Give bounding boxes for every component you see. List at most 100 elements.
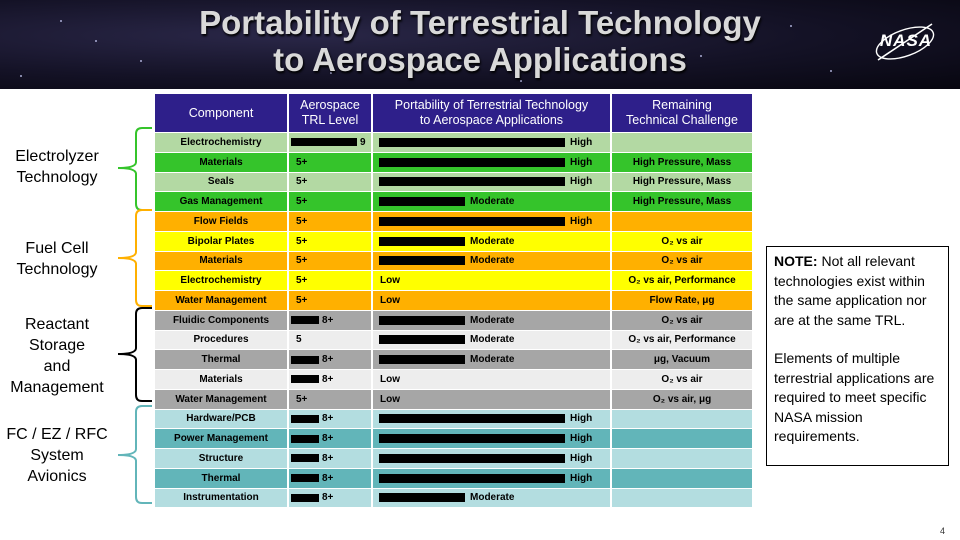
portability-value: Moderate: [470, 196, 515, 208]
portability-cell: Moderate: [373, 231, 612, 251]
portability-value: High: [570, 472, 593, 484]
title-banner: Portability of Terrestrial Technology to…: [0, 0, 960, 89]
portability-cell: Moderate: [373, 310, 612, 330]
group-label: Reactant Storage and Management: [10, 316, 104, 396]
table-row: Structure 8+ High: [155, 448, 752, 468]
portability-table: Component Aerospace TRL Level Portability…: [155, 94, 752, 508]
portability-bar: [379, 335, 465, 345]
portability-bar: [379, 157, 565, 167]
component-cell: Water Management: [155, 291, 289, 310]
trl-cell: 8+: [289, 468, 373, 488]
table-row: Seals 5+ High High Pressure, Mass: [155, 171, 752, 192]
portability-value: Moderate: [470, 235, 515, 247]
group-bracket: [117, 307, 152, 402]
trl-cell: 8+: [289, 310, 373, 330]
trl-cell: 8+: [289, 409, 373, 429]
portability-value: High: [570, 136, 593, 148]
table-row: Materials 8+ Low O₂ vs air: [155, 369, 752, 389]
trl-bar: [291, 355, 319, 364]
trl-bar: [291, 414, 319, 423]
portability-value: High: [570, 452, 593, 464]
challenge-cell: [612, 489, 752, 508]
portability-value: Moderate: [470, 255, 515, 267]
title-line-1: Portability of Terrestrial Technology: [199, 4, 761, 41]
portability-bar: [379, 177, 565, 187]
table-row: Power Management 8+ High: [155, 428, 752, 448]
trl-value: 5: [296, 334, 302, 346]
component-cell: Materials: [155, 251, 289, 271]
component-cell: Fluidic Components: [155, 310, 289, 330]
component-cell: Procedures: [155, 330, 289, 350]
trl-value: 8+: [322, 472, 334, 484]
component-cell: Electrochemistry: [155, 133, 289, 152]
nasa-logo-icon: [875, 23, 935, 61]
table-body: Electrochemistry 9 High Materials 5+ High High…: [155, 132, 752, 508]
table-row: Thermal 8+ High: [155, 467, 752, 488]
trl-value: 9: [360, 136, 366, 148]
trl-cell: 5+: [289, 291, 373, 310]
trl-cell: 5+: [289, 172, 373, 192]
challenge-cell: High Pressure, Mass: [632, 196, 732, 208]
component-cell: Power Management: [155, 429, 289, 448]
trl-value: 8+: [322, 452, 334, 464]
group-label: Fuel Cell Technology: [16, 240, 98, 278]
nasa-logo-text: NASA: [879, 31, 933, 50]
header-trl: Aerospace TRL Level: [289, 94, 373, 132]
trl-value: 5+: [296, 156, 308, 168]
portability-cell: Low: [373, 389, 612, 409]
component-cell: Thermal: [155, 468, 289, 488]
portability-bar: [379, 315, 465, 325]
portability-cell: Low: [373, 271, 612, 290]
table-row: Materials 5+ Moderate O₂ vs air: [155, 250, 752, 271]
portability-bar: [379, 473, 565, 483]
trl-cell: 5+: [289, 231, 373, 251]
trl-cell: 9: [289, 133, 373, 152]
trl-bar: [291, 316, 319, 325]
portability-value: Low: [380, 275, 400, 287]
group-bracket: [117, 405, 152, 504]
trl-value: 5+: [296, 176, 308, 188]
portability-cell: Moderate: [373, 192, 612, 211]
component-cell: Hardware/PCB: [155, 409, 289, 429]
table-row: Instrumentation 8+ Moderate: [155, 487, 752, 508]
portability-value: Moderate: [470, 314, 515, 326]
portability-cell: Moderate: [373, 330, 612, 350]
portability-bar: [379, 197, 465, 207]
note-paragraph-2: Elements of multiple terrestrial applica…: [774, 350, 935, 444]
trl-bar: [291, 454, 319, 463]
trl-cell: 5+: [289, 212, 373, 231]
challenge-cell: O₂ vs air: [661, 235, 703, 247]
table-row: Materials 5+ High High Pressure, Mass: [155, 151, 752, 172]
trl-cell: 5+: [289, 152, 373, 172]
challenge-cell: [612, 212, 752, 231]
portability-cell: High: [373, 429, 612, 448]
challenge-cell: [612, 133, 752, 152]
portability-value: Moderate: [470, 492, 515, 504]
component-cell: Instrumentation: [155, 488, 289, 508]
component-cell: Thermal: [155, 350, 289, 369]
portability-cell: Moderate: [373, 350, 612, 369]
page-number: 4: [940, 526, 946, 536]
table-row: Flow Fields 5+ High: [155, 211, 752, 231]
group-label: Electrolyzer Technology: [15, 148, 99, 186]
portability-value: Low: [380, 294, 400, 306]
group-label: FC / EZ / RFC System Avionics: [6, 426, 108, 485]
component-cell: Seals: [155, 172, 289, 192]
portability-value: Moderate: [470, 334, 515, 346]
trl-cell: 8+: [289, 429, 373, 448]
trl-value: 8+: [322, 413, 334, 425]
trl-bar: [291, 434, 319, 443]
trl-cell: 8+: [289, 488, 373, 508]
trl-cell: 5+: [289, 389, 373, 409]
trl-value: 8+: [322, 492, 334, 504]
trl-value: 5+: [296, 196, 308, 208]
table-row: Thermal 8+ Moderate μg, Vacuum: [155, 349, 752, 369]
header-component: Component: [155, 94, 289, 132]
table-row: Procedures 5 Moderate O₂ vs air, Performanc…: [155, 329, 752, 350]
challenge-cell: [612, 469, 752, 488]
portability-cell: High: [373, 409, 612, 429]
portability-value: Low: [380, 393, 400, 405]
portability-value: High: [570, 215, 593, 227]
group-bracket: [117, 209, 152, 307]
portability-bar: [379, 453, 565, 463]
